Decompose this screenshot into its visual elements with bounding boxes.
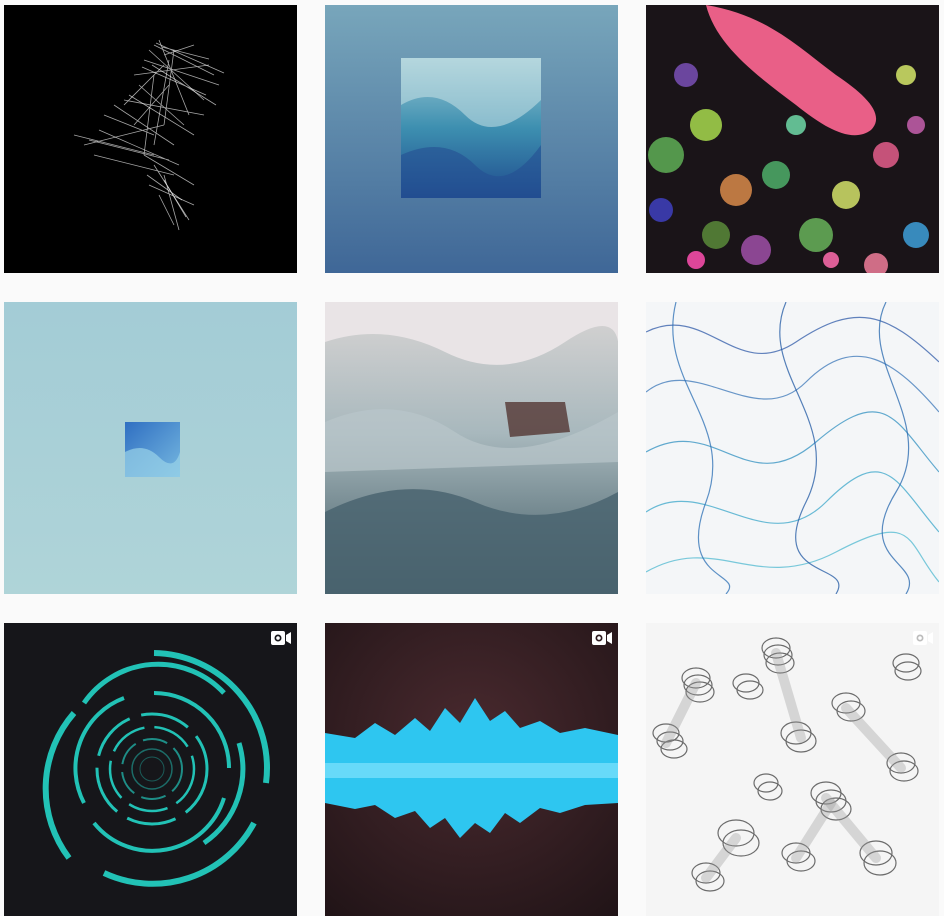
post-thumbnail <box>646 623 939 916</box>
post-tile-7[interactable] <box>4 623 297 916</box>
post-thumbnail <box>646 302 939 594</box>
post-tile-4[interactable] <box>4 302 297 594</box>
post-thumbnail <box>325 5 618 273</box>
post-thumbnail <box>4 5 297 273</box>
post-thumbnail <box>325 623 618 916</box>
video-camera-icon <box>913 630 933 646</box>
post-tile-3[interactable] <box>646 5 939 273</box>
post-tile-2[interactable] <box>325 5 618 273</box>
post-tile-1[interactable] <box>4 5 297 273</box>
post-thumbnail <box>325 302 618 594</box>
post-thumbnail <box>4 623 297 916</box>
post-tile-8[interactable] <box>325 623 618 916</box>
post-tile-9[interactable] <box>646 623 939 916</box>
post-tile-5[interactable] <box>325 302 618 594</box>
post-thumbnail <box>646 5 939 273</box>
post-tile-6[interactable] <box>646 302 939 594</box>
video-camera-icon <box>271 630 291 646</box>
video-camera-icon <box>592 630 612 646</box>
post-thumbnail <box>4 302 297 594</box>
